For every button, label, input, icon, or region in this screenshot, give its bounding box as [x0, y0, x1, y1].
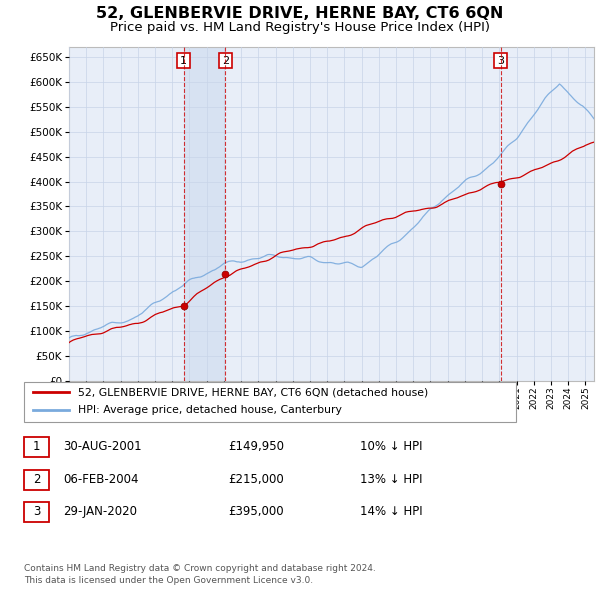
Text: 52, GLENBERVIE DRIVE, HERNE BAY, CT6 6QN (detached house): 52, GLENBERVIE DRIVE, HERNE BAY, CT6 6QN…	[78, 388, 428, 397]
Text: 14% ↓ HPI: 14% ↓ HPI	[360, 505, 422, 518]
Text: 3: 3	[497, 55, 504, 65]
Text: 2: 2	[222, 55, 229, 65]
Text: 13% ↓ HPI: 13% ↓ HPI	[360, 473, 422, 486]
Text: 1: 1	[180, 55, 187, 65]
Text: 1: 1	[33, 440, 40, 453]
Text: Price paid vs. HM Land Registry's House Price Index (HPI): Price paid vs. HM Land Registry's House …	[110, 21, 490, 34]
Text: 30-AUG-2001: 30-AUG-2001	[63, 440, 142, 453]
Text: 2: 2	[33, 473, 40, 486]
Text: 52, GLENBERVIE DRIVE, HERNE BAY, CT6 6QN: 52, GLENBERVIE DRIVE, HERNE BAY, CT6 6QN	[97, 6, 503, 21]
Bar	[184, 47, 226, 381]
Text: £395,000: £395,000	[228, 505, 284, 518]
Text: 29-JAN-2020: 29-JAN-2020	[63, 505, 137, 518]
Text: £215,000: £215,000	[228, 473, 284, 486]
Text: 10% ↓ HPI: 10% ↓ HPI	[360, 440, 422, 453]
Text: HPI: Average price, detached house, Canterbury: HPI: Average price, detached house, Cant…	[78, 405, 342, 415]
Text: £149,950: £149,950	[228, 440, 284, 453]
Text: Contains HM Land Registry data © Crown copyright and database right 2024.
This d: Contains HM Land Registry data © Crown c…	[24, 565, 376, 585]
Text: 3: 3	[33, 505, 40, 518]
Text: 06-FEB-2004: 06-FEB-2004	[63, 473, 139, 486]
